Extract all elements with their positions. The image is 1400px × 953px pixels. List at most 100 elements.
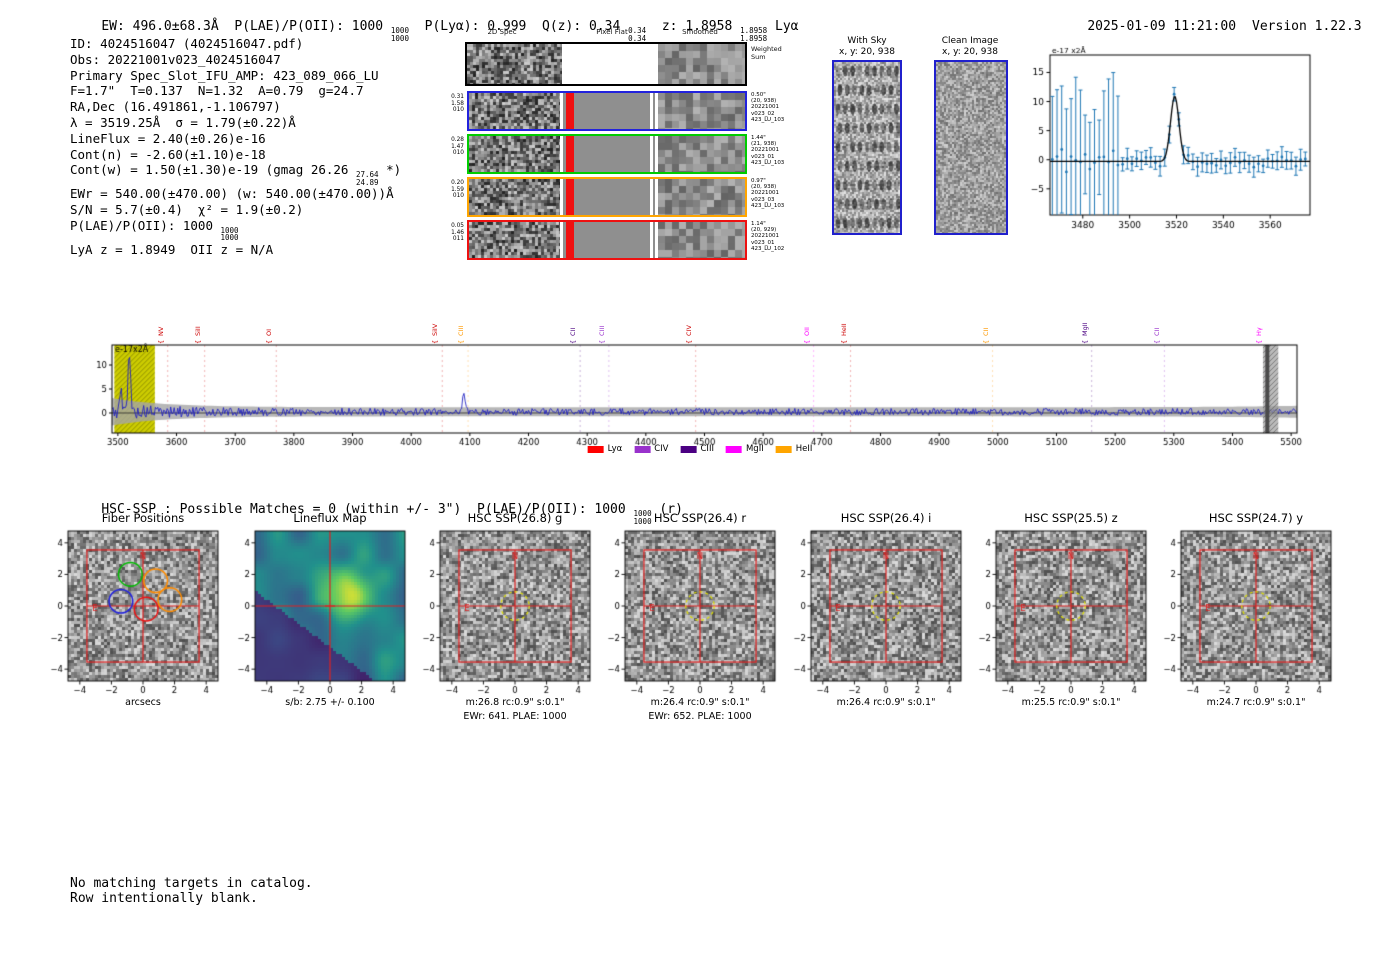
cutout-image-image [414, 527, 600, 697]
legend-swatch [725, 445, 742, 453]
info-line-obs: Obs: 20221001v023_4024516047 [70, 51, 281, 67]
flat-red-column [566, 136, 574, 172]
cutout-image-fibers [42, 527, 228, 697]
legend-item: MgII [725, 444, 764, 454]
cutout-caption: m:26.4 rc:0.9" s:0.1" [836, 697, 936, 708]
spec2d-fiber-row [467, 220, 747, 260]
pixel-flat-image [563, 222, 655, 258]
info-line-lineflux: LineFlux = 2.40(±0.26)e-16 [70, 130, 266, 146]
info-line-contn: Cont(n) = -2.60(±1.10)e-18 [70, 146, 266, 162]
flat-white-line [650, 136, 653, 172]
legend-label: CIII [700, 444, 714, 454]
plae-fraction: 1000 1000 [390, 26, 409, 43]
fiber-2dspec-image [469, 222, 560, 258]
fiber-id-label: 1.14" (20, 929) 20221001 v023_01 423_LU_… [751, 221, 785, 252]
header-version: Version 1.22.3 [1252, 19, 1362, 34]
clean-image-title: Clean Image [941, 36, 999, 46]
flat-red-column [566, 222, 574, 258]
legend-swatch [680, 445, 697, 453]
fiber-weight-label: 0.20 1.59 010 [451, 180, 464, 199]
info-line-seeing: F=1.7" T=0.137 N=1.32 A=0.79 g=24.7 [70, 83, 364, 99]
legend-swatch [634, 445, 651, 453]
with-sky-title: With Sky [847, 36, 887, 46]
info-line-ewr: EWr = 540.00(±470.00) (w: 540.00(±470.00… [70, 186, 394, 202]
header-ew: EW: 496.0±68.3Å P(LAE)/P(OII): 1000 [101, 19, 391, 34]
spec2d-fiber-row [467, 134, 747, 174]
cutout-image-image [1155, 527, 1341, 697]
cutout-title: HSC SSP(24.7) y [1208, 511, 1304, 525]
header-z: z: 1.8958 [646, 19, 741, 34]
fiber-smoothed-image [658, 179, 745, 215]
pixel-flat-image [563, 93, 655, 129]
z-fraction: 1.8958 1.8958 [740, 26, 768, 43]
flat-white-line [650, 179, 653, 215]
info-block: ID: 4024516047 (4024516047.pdf) Obs: 202… [70, 36, 401, 258]
info-line-primary: Primary Spec_Slot_IFU_AMP: 423_089_066_L… [70, 67, 379, 83]
spec2d-fiber-row [467, 91, 747, 131]
spectrum-legend: Lyα CIV CIII MgII HeII [587, 444, 813, 454]
cutout-title: Lineflux Map [293, 511, 367, 525]
info-line-plae: P(LAE)/P(OII): 1000 1000 1000 [70, 217, 239, 243]
flat-red-column [566, 179, 574, 215]
fiber-id-label: 0.97" (20, 938) 20221001 v023_03 423_LU_… [751, 178, 785, 209]
flat-white-line [650, 222, 653, 258]
legend-swatch [587, 445, 604, 453]
header-ztype: Lyα [767, 19, 799, 34]
clean-image-xy: x, y: 20, 938 [942, 47, 998, 57]
header-summary: EW: 496.0±68.3Å P(LAE)/P(OII): 1000 1000… [70, 3, 799, 58]
cutout-title: HSC SSP(26.4) i [840, 511, 932, 525]
fiber-smoothed-image [658, 93, 745, 129]
fiber-2dspec-image [469, 179, 560, 215]
fiber-2dspec-image [469, 136, 560, 172]
weighted-sum-label: Weighted Sum [751, 45, 782, 61]
fiber-smoothed-image [658, 222, 745, 258]
cutout-caption: m:26.8 rc:0.9" s:0.1" [465, 697, 565, 708]
legend-label: HeII [795, 444, 813, 454]
legend-label: Lyα [607, 444, 623, 454]
legend-item: Lyα [587, 444, 623, 454]
cutout-title: HSC SSP(26.8) g [467, 511, 563, 525]
fiber-weight-label: 0.05 1.46 011 [451, 223, 464, 242]
weighted-2dspec-image [467, 44, 562, 84]
line-fit-plot [1025, 46, 1335, 238]
cutout-caption: m:26.4 rc:0.9" s:0.1" [650, 697, 750, 708]
legend-item: CIII [680, 444, 714, 454]
cutout-title: HSC SSP(25.5) z [1024, 511, 1118, 525]
fiber-weight-label: 0.31 1.58 010 [451, 94, 464, 113]
cutout-ewr-caption: EWr: 652. PLAE: 1000 [648, 711, 752, 722]
cutout-image-image [970, 527, 1156, 697]
header-plya-qz: P(Lyα): 0.999 Q(z): 0.34 [408, 19, 629, 34]
hsc-matches-line: HSC-SSP : Possible Matches = 0 (within +… [101, 502, 683, 526]
legend-swatch [775, 445, 792, 453]
cutout-caption: s/b: 2.75 +/- 0.100 [285, 697, 375, 708]
fiber-id-label: 0.50" (20, 938) 20221001 v023_02 423_LU_… [751, 92, 785, 123]
footer-line-2: Row intentionally blank. [70, 891, 258, 906]
cutout-caption: m:24.7 rc:0.9" s:0.1" [1206, 697, 1306, 708]
footer-line-1: No matching targets in catalog. [70, 876, 313, 891]
info-line-radec: RA,Dec (16.491861,-1.106797) [70, 99, 281, 115]
info-line-sn: S/N = 5.7(±0.4) χ² = 1.9(±0.2) [70, 202, 304, 218]
info-line-id: ID: 4024516047 (4024516047.pdf) [70, 36, 304, 51]
cutout-title: HSC SSP(26.4) r [653, 511, 747, 525]
cutout-title: Fiber Positions [101, 511, 185, 525]
info-line-redshifts: LyA z = 1.8949 OII z = N/A [70, 241, 274, 257]
col-header-pixelflat: Pixel Flat [596, 28, 628, 36]
clean-image [934, 60, 1008, 235]
pixel-flat-image [563, 179, 655, 215]
with-sky-xy: x, y: 20, 938 [839, 47, 895, 57]
flat-white-line [650, 93, 653, 129]
col-header-2dspec: 2D Spec [487, 28, 517, 36]
fiber-weight-label: 0.28 1.47 010 [451, 137, 464, 156]
spec2d-fiber-row [467, 177, 747, 217]
cutout-caption: arcsecs [125, 697, 161, 708]
qz-fraction: 0.34 0.34 [628, 26, 647, 43]
header-datetime-version: 2025-01-09 11:21:00 Version 1.22.3 [1056, 3, 1362, 51]
fiber-id-label: 1.44" (21, 938) 20221001 v023_01 423_LU_… [751, 135, 785, 166]
header-datetime: 2025-01-09 11:21:00 [1087, 19, 1237, 34]
fiber-smoothed-image [658, 136, 745, 172]
spec2d-section: 2D Spec Pixel Flat Smoothed Weighted Sum … [440, 28, 840, 268]
col-header-smoothed: Smoothed [682, 28, 718, 36]
spec2d-rows: 0.31 1.58 010 0.50" (20, 938) 20221001 v0… [440, 28, 840, 268]
cutout-image-image [599, 527, 785, 697]
